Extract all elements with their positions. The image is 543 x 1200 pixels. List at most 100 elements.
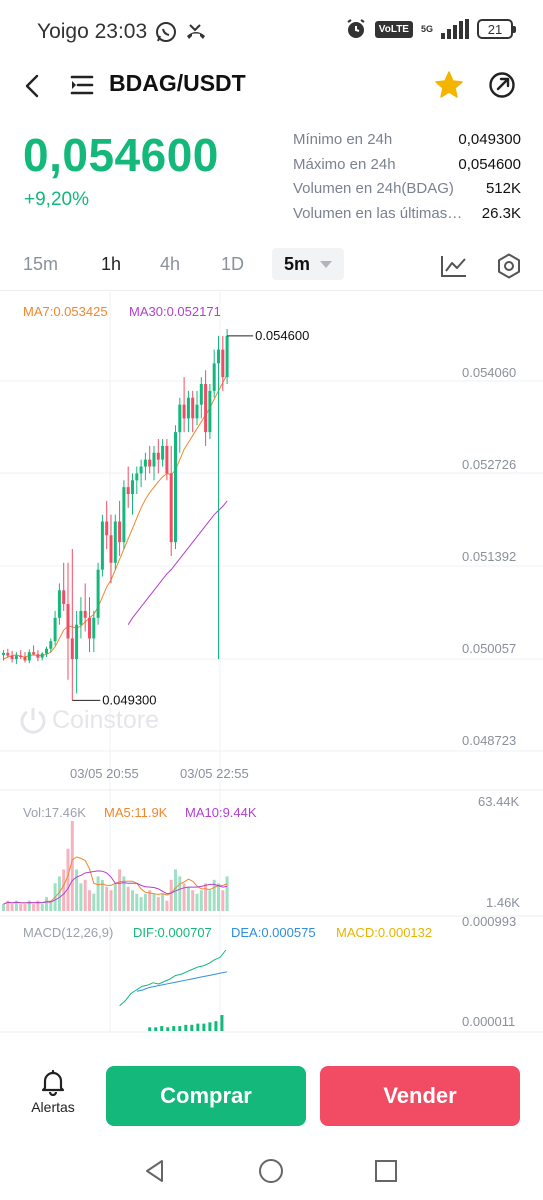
network-type: 5G xyxy=(420,23,433,34)
tab-1d[interactable]: 1D xyxy=(221,254,245,274)
sell-button[interactable]: Vender xyxy=(320,1066,520,1126)
tab-1h[interactable]: 1h xyxy=(101,254,122,274)
macd-dea-label: DEA:0.000575 xyxy=(231,925,316,940)
volume-bar xyxy=(143,893,147,911)
candle-body xyxy=(174,432,177,543)
time-axis-tick: 03/05 20:55 xyxy=(70,766,139,781)
volume-bar xyxy=(23,904,27,911)
volume-bar xyxy=(14,900,18,911)
volume-bar xyxy=(105,886,109,911)
carrier-time: Yoigo 23:03 xyxy=(37,20,148,43)
candle-body xyxy=(62,590,66,605)
volume-bar xyxy=(49,900,53,911)
high-marker-label: 0.054600 xyxy=(255,328,309,343)
volume-bar xyxy=(169,879,173,911)
kline-chart-panel[interactable]: 0.054600 0.049300 MA7:0.053425 MA30:0.052… xyxy=(0,292,543,1042)
ma30-line xyxy=(127,500,228,625)
macd-value-label: MACD:0.000132 xyxy=(336,925,433,940)
candle-body xyxy=(131,480,134,495)
volume-bar xyxy=(131,890,134,911)
volume-bar xyxy=(118,869,122,911)
candle-body xyxy=(186,397,190,419)
stat-row-volume-base: Volumen en 24h(BDAG) 512K xyxy=(293,180,521,205)
volume-bar xyxy=(10,904,14,911)
volume-bar xyxy=(221,890,225,911)
ma30-label: MA30:0.052171 xyxy=(129,304,221,319)
volume-bar xyxy=(113,883,117,911)
stat-value: 26.3K xyxy=(481,204,521,222)
candle-body xyxy=(27,652,31,661)
time-axis-tick: 03/05 22:55 xyxy=(180,766,249,781)
volume-bar xyxy=(178,876,182,911)
macd-histogram-bar xyxy=(184,1024,188,1031)
volume-bar xyxy=(135,893,139,911)
pair-list-icon[interactable] xyxy=(70,74,94,96)
candle-body xyxy=(75,624,79,660)
interval-dropdown[interactable]: 5m xyxy=(272,248,344,280)
candle-body xyxy=(169,473,173,543)
candle-body xyxy=(40,653,44,658)
line-chart-icon[interactable] xyxy=(440,254,468,278)
candle-body xyxy=(57,590,61,618)
volume-bar xyxy=(152,893,156,911)
candle-body xyxy=(6,652,10,656)
candle-body xyxy=(105,521,109,536)
candle-body xyxy=(182,404,186,419)
alerts-button[interactable]: Alertas xyxy=(26,1068,80,1115)
buy-button[interactable]: Comprar xyxy=(106,1066,306,1126)
volume-bar xyxy=(126,886,130,911)
candle-body xyxy=(96,569,100,618)
nav-home-icon[interactable] xyxy=(257,1157,285,1185)
candle-body xyxy=(66,604,70,639)
share-icon[interactable] xyxy=(487,70,517,100)
macd-title: MACD(12,26,9) xyxy=(23,925,114,940)
stat-label: Mínimo en 24h xyxy=(293,131,393,148)
volume-bar xyxy=(70,821,74,911)
kline-chart[interactable]: 0.054600 0.049300 xyxy=(0,292,543,1042)
candle-body xyxy=(14,655,18,660)
macd-axis-top: 0.000993 xyxy=(462,914,517,929)
interval-selected: 5m xyxy=(284,253,311,274)
candle-body xyxy=(161,445,165,460)
nav-recents-icon[interactable] xyxy=(373,1158,399,1184)
back-arrow-icon[interactable] xyxy=(18,72,46,100)
stat-value: 0,049300 xyxy=(458,131,521,148)
macd-histogram-bar xyxy=(220,1015,224,1031)
tab-4h[interactable]: 4h xyxy=(160,254,181,274)
candle-body xyxy=(195,404,199,419)
volume-axis-bottom: 1.46K xyxy=(486,895,520,910)
candle-body xyxy=(49,641,53,649)
stat-value: 0,054600 xyxy=(458,155,521,173)
candle-body xyxy=(221,349,225,378)
low-marker-label: 0.049300 xyxy=(102,692,156,707)
volume-bar xyxy=(96,876,100,911)
tab-15m[interactable]: 15m xyxy=(23,254,59,274)
volume-bar xyxy=(186,886,190,911)
volume-bar xyxy=(19,904,23,911)
price-axis-tick: 0.050057 xyxy=(462,641,517,656)
candle-body xyxy=(113,521,117,563)
candle-body xyxy=(2,652,5,655)
price-axis-tick: 0.048723 xyxy=(462,733,517,748)
pair-title[interactable]: BDAG/USDT xyxy=(109,70,246,96)
candle-body xyxy=(148,459,152,467)
signal-icon xyxy=(441,19,469,39)
macd-histogram-bar xyxy=(154,1027,158,1031)
volume-bar xyxy=(6,900,10,911)
stat-label: Volumen en 24h(BDAG) xyxy=(293,180,454,197)
volume-bar xyxy=(212,879,216,911)
macd-dea-line xyxy=(136,971,228,992)
volume-bar xyxy=(83,879,87,911)
ticker-stats: Mínimo en 24h 0,049300 Máximo en 24h 0,0… xyxy=(293,131,521,229)
volume-bar xyxy=(139,897,143,911)
macd-histogram-bar xyxy=(172,1026,176,1031)
nav-back-icon[interactable] xyxy=(142,1158,168,1184)
status-left: Yoigo 23:03 xyxy=(37,20,207,44)
candle-body xyxy=(92,617,96,639)
macd-dif-label: DIF:0.000707 xyxy=(133,925,212,940)
settings-icon[interactable] xyxy=(496,253,522,279)
favorite-star-icon[interactable] xyxy=(434,70,464,100)
vol-ma10-line xyxy=(3,870,228,905)
candle-body xyxy=(225,335,229,378)
volume-bar xyxy=(195,893,199,911)
